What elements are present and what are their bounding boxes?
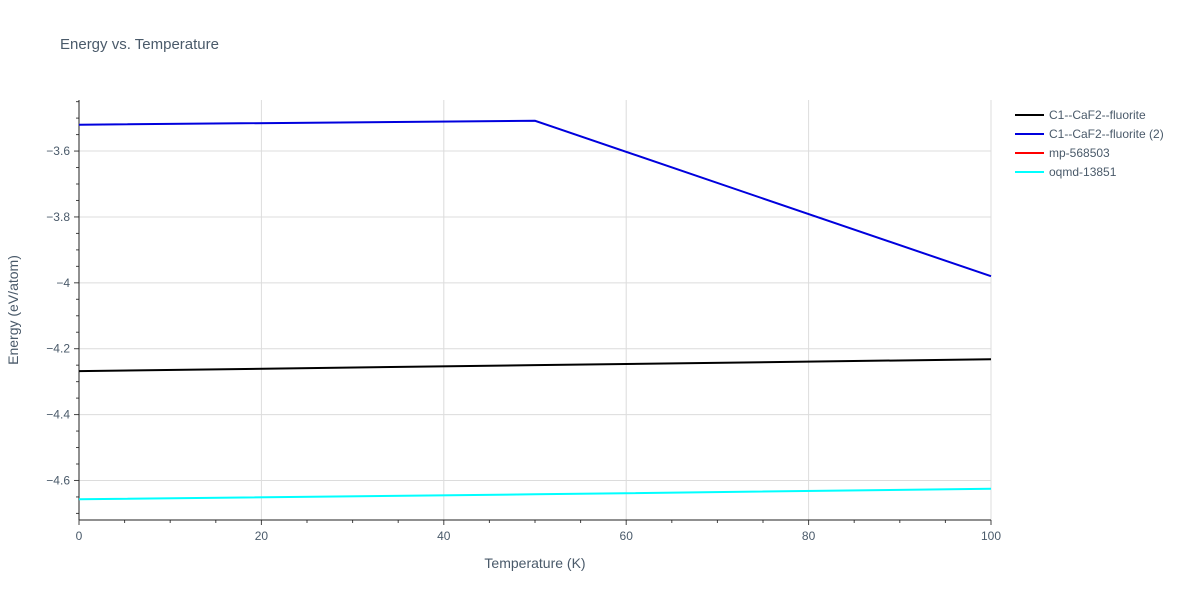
x-axis-label: Temperature (K) — [484, 555, 585, 571]
legend-item[interactable]: C1--CaF2--fluorite — [1015, 108, 1146, 122]
y-tick-label: −3.6 — [46, 144, 70, 158]
y-tick-label: −4.6 — [46, 473, 70, 487]
y-tick-label: −4.2 — [46, 342, 70, 356]
grid-layer — [79, 100, 992, 520]
y-tick-label: −4 — [56, 276, 70, 290]
axis-layer: 0 20 40 60 80 100 −3.6 −3.8 −4 −4.2 −4.4 −4.6 — [46, 100, 1001, 543]
legend-item[interactable]: oqmd-13851 — [1015, 165, 1117, 179]
series-line — [78, 358, 992, 373]
y-axis-label: Energy (eV/atom) — [5, 255, 21, 365]
series-line — [78, 119, 992, 278]
y-tick-label: −3.8 — [46, 210, 70, 224]
x-tick-label: 60 — [620, 529, 634, 543]
chart-title: Energy vs. Temperature — [60, 36, 219, 53]
y-tick-label: −4.4 — [46, 408, 70, 422]
legend-label: oqmd-13851 — [1049, 165, 1117, 179]
x-tick-label: 40 — [437, 529, 451, 543]
x-tick-label: 80 — [802, 529, 816, 543]
legend[interactable]: C1--CaF2--fluorite C1--CaF2--fluorite (2)… — [1015, 108, 1164, 179]
x-tick-label: 0 — [76, 529, 83, 543]
x-tick-label: 20 — [255, 529, 269, 543]
series-layer — [78, 119, 992, 501]
legend-item[interactable]: C1--CaF2--fluorite (2) — [1015, 127, 1164, 141]
series-line — [78, 487, 992, 501]
legend-label: mp-568503 — [1049, 146, 1110, 160]
legend-label: C1--CaF2--fluorite (2) — [1049, 127, 1164, 141]
x-tick-label: 100 — [981, 529, 1001, 543]
legend-label: C1--CaF2--fluorite — [1049, 108, 1146, 122]
legend-item[interactable]: mp-568503 — [1015, 146, 1110, 160]
